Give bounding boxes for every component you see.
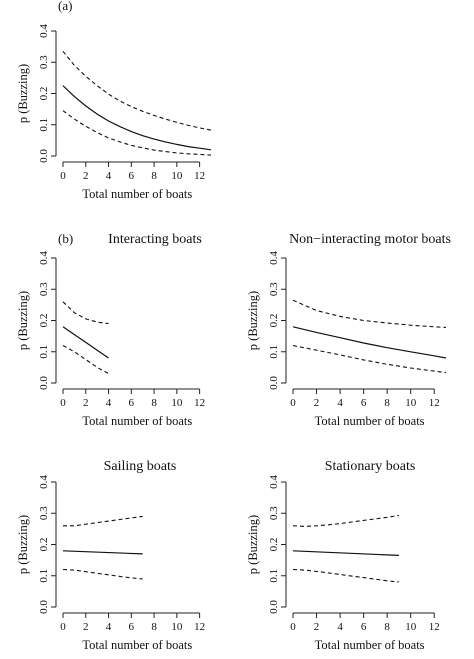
x-tick-label: 10 — [171, 170, 183, 182]
x-tick-label: 4 — [106, 621, 112, 633]
panel-letter: (b) — [58, 231, 73, 246]
upper-ci-curve — [292, 514, 399, 527]
y-axis-title: p (Buzzing) — [246, 291, 260, 350]
x-axis-title: Total number of boats — [82, 187, 192, 201]
x-tick-label: 4 — [337, 621, 343, 633]
y-tick-label: 0.2 — [38, 87, 50, 101]
y-tick-label: 0.0 — [38, 376, 50, 390]
y-tick-label: 0.0 — [38, 600, 50, 614]
panel-title: Non−interacting motor boats — [289, 232, 451, 247]
y-axis-title: p (Buzzing) — [16, 515, 30, 574]
chart-panel-3: 0 2 4 6 8 10 12 0.0 0.1 0.2 0.3 0.4 Total number of … — [246, 232, 451, 428]
x-tick-label: 0 — [60, 170, 66, 182]
y-tick-label: 0.0 — [268, 376, 280, 390]
lower-ci-curve — [62, 345, 109, 375]
y-tick-label: 0.3 — [268, 282, 280, 296]
x-tick-label: 8 — [151, 170, 157, 182]
panel-title: Sailing boats — [104, 459, 177, 474]
chart-panel-1: 0 2 4 6 8 10 12 0.0 0.1 0.2 0.3 0.4 Total number of … — [16, 0, 212, 201]
x-tick-label: 2 — [83, 621, 89, 633]
y-tick-label: 0.4 — [38, 24, 50, 38]
x-axis-title: Total number of boats — [82, 638, 192, 652]
chart-panel-2: 0 2 4 6 8 10 12 0.0 0.1 0.2 0.3 0.4 Total number of … — [16, 231, 205, 428]
lower-ci-curve — [292, 568, 399, 583]
y-tick-label: 0.3 — [38, 55, 50, 69]
x-tick-label: 12 — [194, 170, 205, 182]
y-tick-label: 0.1 — [268, 345, 280, 359]
x-tick-label: 2 — [314, 621, 320, 633]
x-tick-label: 4 — [337, 397, 343, 409]
x-axis-title: Total number of boats — [315, 414, 425, 428]
x-tick-label: 10 — [171, 397, 183, 409]
y-axis-title: p (Buzzing) — [16, 291, 30, 350]
y-axis-title: p (Buzzing) — [246, 515, 260, 574]
x-tick-label: 8 — [384, 621, 390, 633]
x-tick-label: 8 — [384, 397, 390, 409]
y-tick-label: 0.1 — [38, 118, 50, 132]
y-tick-label: 0.4 — [268, 475, 280, 489]
y-tick-label: 0.4 — [38, 251, 50, 265]
panel-title: Stationary boats — [325, 459, 416, 474]
x-tick-label: 6 — [129, 397, 135, 409]
x-tick-label: 12 — [194, 397, 205, 409]
y-tick-label: 0.1 — [268, 569, 280, 583]
x-tick-label: 0 — [60, 397, 66, 409]
x-tick-label: 12 — [429, 621, 440, 633]
x-tick-label: 10 — [171, 621, 183, 633]
x-axis-title: Total number of boats — [82, 414, 192, 428]
lower-ci-curve — [292, 344, 447, 374]
fitted-curve — [62, 550, 143, 555]
x-tick-label: 6 — [129, 621, 135, 633]
x-tick-label: 10 — [405, 397, 417, 409]
fitted-curve — [62, 326, 109, 359]
x-tick-label: 12 — [194, 621, 205, 633]
x-axis-title: Total number of boats — [315, 638, 425, 652]
x-tick-label: 0 — [290, 621, 296, 633]
x-tick-label: 10 — [405, 621, 417, 633]
y-tick-label: 0.1 — [38, 345, 50, 359]
y-tick-label: 0.0 — [38, 149, 50, 163]
y-axis-title: p (Buzzing) — [16, 64, 30, 123]
panel-title: Interacting boats — [108, 232, 202, 247]
fitted-curve — [292, 550, 399, 556]
y-tick-label: 0.2 — [268, 538, 280, 552]
y-tick-label: 0.4 — [38, 475, 50, 489]
panel-letter: (a) — [58, 0, 72, 13]
upper-ci-curve — [292, 299, 447, 328]
upper-ci-curve — [63, 515, 143, 527]
lower-ci-curve — [62, 568, 143, 580]
upper-ci-curve — [62, 50, 212, 131]
x-tick-label: 0 — [60, 621, 66, 633]
x-tick-label: 4 — [106, 397, 112, 409]
y-tick-label: 0.2 — [268, 314, 280, 328]
x-tick-label: 2 — [83, 397, 89, 409]
y-tick-label: 0.1 — [38, 569, 50, 583]
y-tick-label: 0.4 — [268, 251, 280, 265]
fitted-curve — [292, 326, 447, 359]
fitted-curve — [62, 85, 212, 151]
upper-ci-curve — [62, 301, 109, 325]
x-tick-label: 12 — [429, 397, 440, 409]
x-tick-label: 6 — [361, 621, 367, 633]
x-tick-label: 8 — [151, 621, 157, 633]
x-tick-label: 4 — [106, 170, 112, 182]
chart-panel-5: 0 2 4 6 8 10 12 0.0 0.1 0.2 0.3 0.4 Total number of … — [246, 459, 440, 652]
y-tick-label: 0.3 — [38, 506, 50, 520]
x-tick-label: 6 — [361, 397, 367, 409]
x-tick-label: 6 — [129, 170, 135, 182]
x-tick-label: 8 — [151, 397, 157, 409]
y-tick-label: 0.2 — [38, 538, 50, 552]
y-tick-label: 0.0 — [268, 600, 280, 614]
y-tick-label: 0.2 — [38, 314, 50, 328]
lower-ci-curve — [62, 110, 212, 156]
x-tick-label: 2 — [314, 397, 320, 409]
x-tick-label: 2 — [83, 170, 89, 182]
y-tick-label: 0.3 — [268, 506, 280, 520]
chart-panel-4: 0 2 4 6 8 10 12 0.0 0.1 0.2 0.3 0.4 Total number of … — [16, 459, 205, 652]
x-tick-label: 0 — [290, 397, 296, 409]
y-tick-label: 0.3 — [38, 282, 50, 296]
